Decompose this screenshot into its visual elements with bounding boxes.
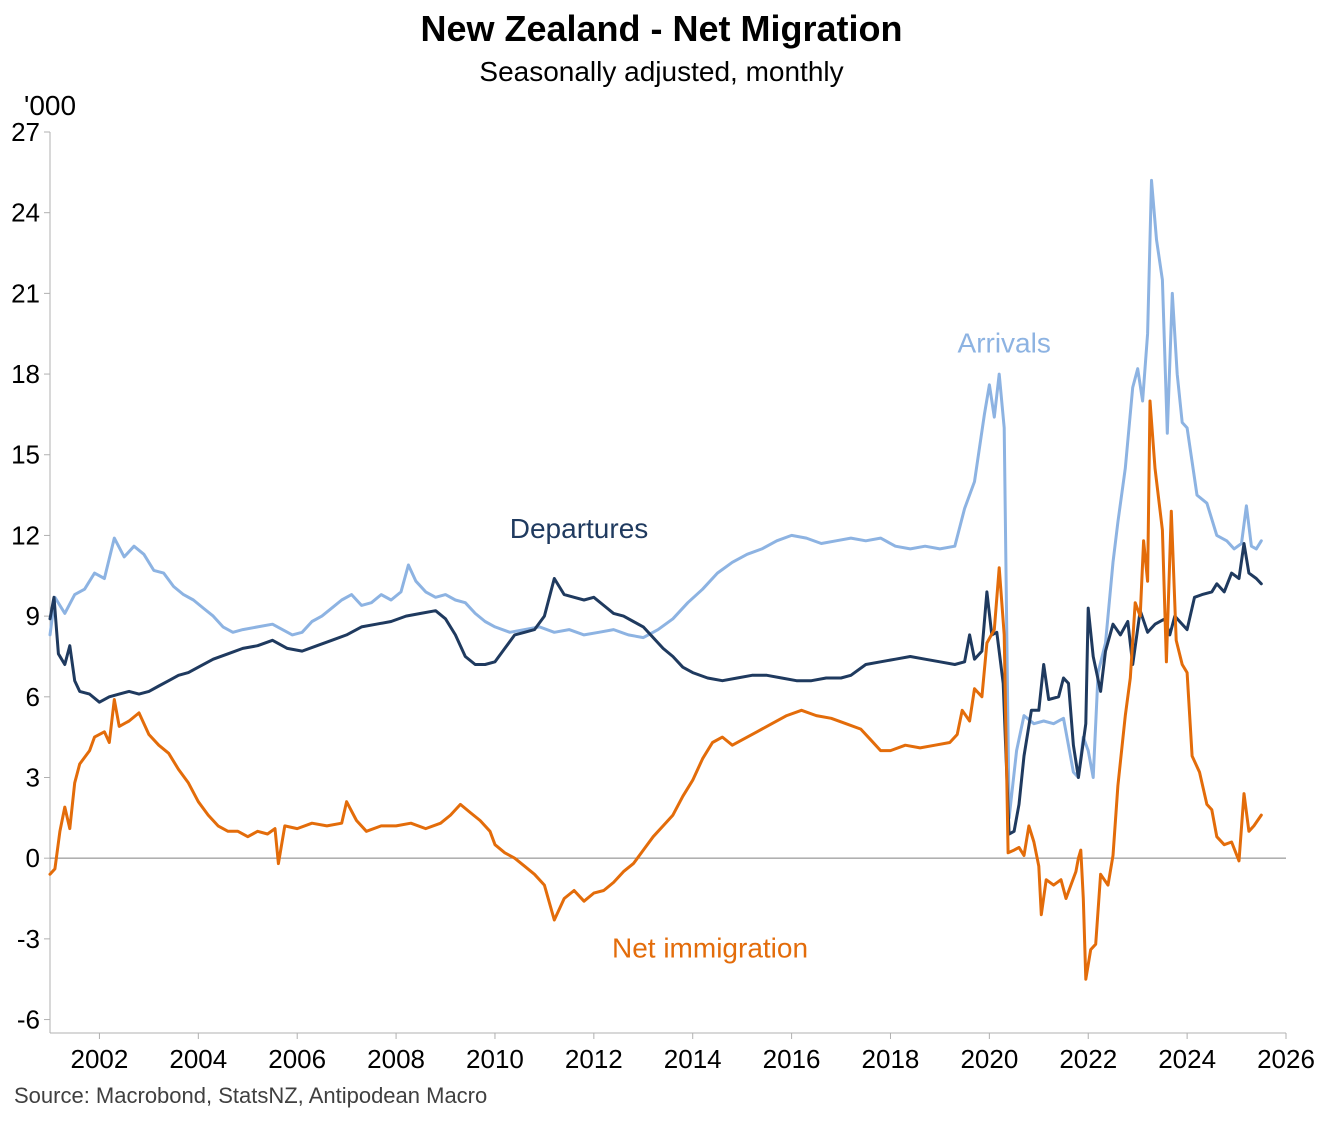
x-tick-label: 2018 (862, 1044, 920, 1074)
series-label-departures: Departures (510, 513, 649, 544)
x-tick-label: 2012 (565, 1044, 623, 1074)
y-tick-label: -6 (17, 1005, 40, 1035)
series-line-net-immigration (48, 399, 1263, 981)
series-line-departures (48, 542, 1263, 836)
y-tick-label: 12 (11, 520, 40, 550)
x-tick-label: 2024 (1158, 1044, 1216, 1074)
chart-title: New Zealand - Net Migration (420, 8, 903, 49)
series-layer (48, 178, 1263, 981)
series-labels: Arrivals Departures Net immigration (510, 328, 1051, 964)
y-tick-label: 27 (11, 117, 40, 147)
x-tick-label: 2016 (763, 1044, 821, 1074)
x-tick-label: 2004 (169, 1044, 227, 1074)
y-tick-label: 0 (26, 843, 40, 873)
y-axis-unit-label: '000 (24, 90, 77, 121)
y-tick-label: 24 (11, 198, 40, 228)
x-tick-label: 2026 (1257, 1044, 1315, 1074)
x-tick-label: 2020 (960, 1044, 1018, 1074)
series-label-arrivals: Arrivals (958, 328, 1051, 359)
x-tick-label: 2014 (664, 1044, 722, 1074)
x-tick-label: 2006 (268, 1044, 326, 1074)
x-tick-label: 2010 (466, 1044, 524, 1074)
series-label-net-immigration: Net immigration (612, 933, 808, 964)
y-tick-label: -3 (17, 924, 40, 954)
y-tick-label: 21 (11, 278, 40, 308)
source-note: Source: Macrobond, StatsNZ, Antipodean M… (14, 1083, 488, 1108)
x-tick-label: 2002 (71, 1044, 129, 1074)
y-tick-label: 15 (11, 440, 40, 470)
series-line-arrivals (48, 178, 1263, 820)
x-tick-label: 2022 (1059, 1044, 1117, 1074)
chart-subtitle: Seasonally adjusted, monthly (479, 56, 844, 87)
x-tick-label: 2008 (367, 1044, 425, 1074)
y-tick-label: 3 (26, 762, 40, 792)
y-tick-label: 6 (26, 682, 40, 712)
y-tick-label: 18 (11, 359, 40, 389)
y-tick-label: 9 (26, 601, 40, 631)
axes: -6 -3 0 3 6 9 12 15 18 21 24 27 2002 2004 2006 2008 2010… (11, 117, 1315, 1074)
